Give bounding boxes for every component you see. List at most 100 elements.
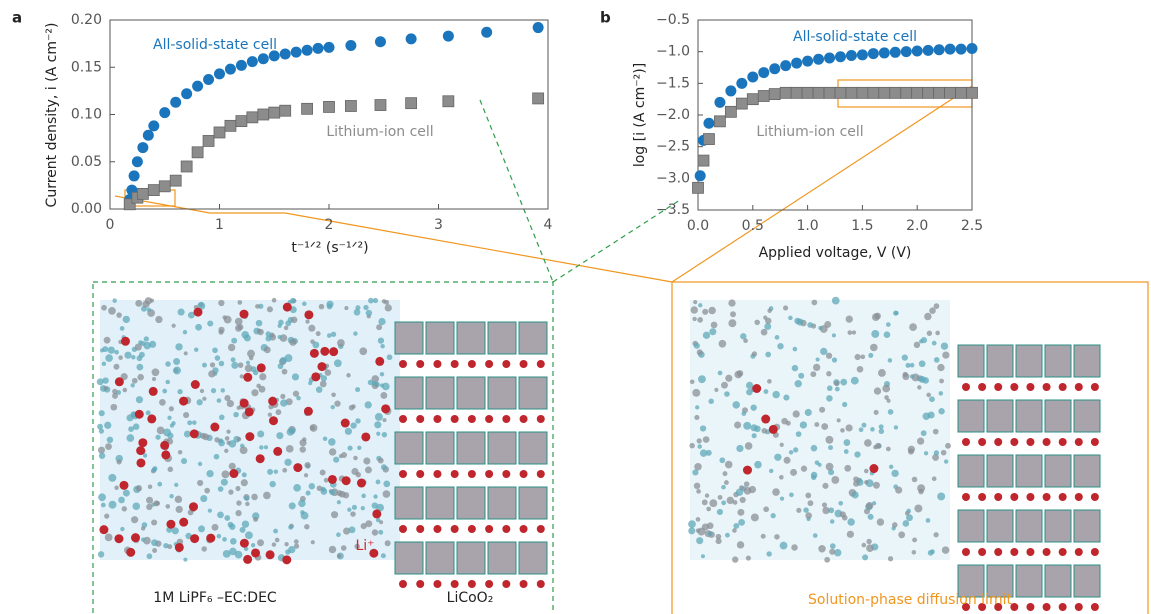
molecule-atom (739, 485, 744, 490)
li-ion (994, 493, 1002, 501)
data-point (375, 100, 386, 111)
li-ion (761, 415, 770, 424)
molecule-atom (743, 422, 751, 430)
molecule-atom (223, 550, 231, 558)
molecule-atom (308, 325, 315, 332)
li-ion (537, 580, 545, 588)
data-point (258, 53, 269, 64)
molecule-atom (864, 480, 868, 484)
molecule-atom (120, 326, 125, 331)
molecule-atom (152, 377, 156, 381)
molecule-atom (866, 544, 874, 552)
molecule-atom (751, 404, 757, 410)
molecule-atom (798, 373, 804, 379)
molecule-atom (237, 300, 242, 305)
molecule-atom (810, 371, 816, 377)
molecule-atom (826, 371, 831, 376)
molecule-atom (387, 354, 393, 360)
molecule-atom (829, 549, 835, 555)
molecule-atom (754, 320, 759, 325)
li-ion (520, 360, 528, 368)
molecule-atom (324, 478, 329, 483)
molecule-atom (192, 420, 197, 425)
molecule-atom (198, 462, 202, 466)
molecule-atom (123, 388, 128, 393)
molecule-atom (108, 346, 115, 353)
molecule-atom (323, 436, 328, 441)
molecule-atom (299, 439, 306, 446)
data-point (192, 81, 203, 92)
data-point (758, 67, 769, 78)
molecule-atom (847, 518, 854, 525)
molecule-atom (104, 422, 111, 429)
molecule-atom (805, 512, 812, 519)
molecule-atom (345, 428, 352, 435)
li-ion (1026, 493, 1034, 501)
data-point (170, 97, 181, 108)
crystal-cell (395, 542, 423, 574)
data-point (813, 87, 824, 98)
molecule-atom (331, 405, 335, 409)
molecule-atom (728, 319, 736, 327)
molecule-atom (316, 386, 323, 393)
data-point (137, 188, 148, 199)
molecule-atom (365, 401, 372, 408)
cathode-label: LiCoO₂ (447, 590, 494, 606)
li-ion (1091, 548, 1099, 556)
molecule-atom (917, 484, 925, 492)
li-ion (1043, 383, 1051, 391)
data-point (802, 87, 813, 98)
y-tick-label: −3.0 (656, 170, 690, 186)
data-point (345, 100, 356, 111)
molecule-atom (143, 342, 150, 349)
molecule-atom (333, 457, 339, 463)
molecule-atom (801, 466, 807, 472)
molecule-atom (104, 337, 111, 344)
molecule-atom (733, 500, 738, 505)
molecule-atom (368, 380, 374, 386)
molecule-atom (183, 412, 189, 418)
molecule-atom (259, 445, 263, 449)
li-ion (502, 525, 510, 533)
molecule-atom (329, 489, 335, 495)
molecule-atom (99, 453, 105, 459)
x-axis-label: t⁻¹ᐟ² (s⁻¹ᐟ²) (291, 240, 368, 256)
molecule-atom (272, 298, 277, 303)
molecule-atom (736, 445, 743, 452)
molecule-atom (698, 303, 702, 307)
molecule-atom (108, 474, 116, 482)
molecule-atom (697, 444, 702, 449)
li-ion (161, 450, 170, 459)
molecule-atom (793, 347, 798, 352)
data-point (159, 107, 170, 118)
molecule-atom (312, 341, 319, 348)
data-point (443, 96, 454, 107)
li-ion (1059, 548, 1067, 556)
molecule-atom (280, 357, 287, 364)
molecule-atom (351, 404, 355, 408)
molecule-atom (873, 482, 880, 489)
li-ion (329, 347, 338, 356)
molecule-atom (939, 379, 944, 384)
li-ion (978, 493, 986, 501)
molecule-atom (763, 389, 768, 394)
crystal-cell (395, 487, 423, 519)
molecule-atom (274, 469, 278, 473)
molecule-atom (383, 490, 391, 498)
x-tick-label: 2.0 (906, 218, 928, 234)
crystal-cell (519, 432, 547, 464)
molecule-atom (350, 511, 356, 517)
molecule-atom (292, 373, 299, 380)
molecule-atom (98, 493, 106, 501)
molecule-atom (326, 301, 333, 308)
molecule-atom (721, 485, 726, 490)
li-ion (136, 446, 145, 455)
molecule-atom (772, 391, 779, 398)
molecule-atom (208, 509, 212, 513)
molecule-atom (816, 357, 820, 361)
molecule-atom (694, 343, 700, 349)
molecule-atom (363, 457, 370, 464)
molecule-atom (378, 530, 383, 535)
data-point (714, 97, 725, 108)
molecule-atom (696, 489, 701, 494)
